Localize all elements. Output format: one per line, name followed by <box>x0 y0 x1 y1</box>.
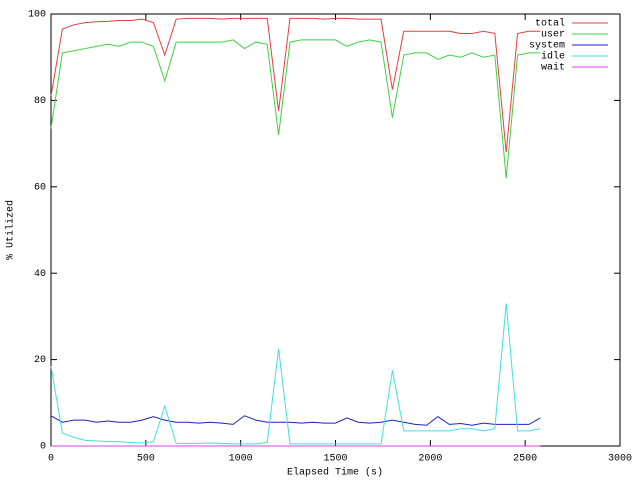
legend-label: user <box>541 30 565 41</box>
legend-label: wait <box>541 62 565 74</box>
y-tick-label: 20 <box>34 355 46 366</box>
y-tick-label: 60 <box>34 182 46 193</box>
series-line <box>50 39 541 179</box>
x-tick-label: 1500 <box>323 454 347 465</box>
x-tick-label: 2500 <box>513 454 537 465</box>
x-tick-label: 2000 <box>418 454 442 465</box>
plot-frame <box>50 13 621 447</box>
legend-label: idle <box>541 51 565 63</box>
series-line <box>50 303 541 445</box>
series-line <box>50 17 541 153</box>
y-tick-label: 40 <box>34 269 46 280</box>
y-tick-label: 100 <box>28 10 46 21</box>
x-tick-label: 3000 <box>608 454 632 465</box>
y-axis-label: % Utilized <box>5 200 17 260</box>
x-axis-label: Elapsed Time (s) <box>287 467 383 479</box>
legend-label: system <box>529 41 565 52</box>
x-tick-label: 0 <box>48 454 54 465</box>
y-tick-label: 80 <box>34 96 46 107</box>
series-line <box>50 415 541 426</box>
legend-label: total <box>535 18 565 30</box>
x-tick-label: 1000 <box>229 454 253 465</box>
x-tick-label: 500 <box>137 454 155 465</box>
y-tick-label: 0 <box>40 442 46 453</box>
